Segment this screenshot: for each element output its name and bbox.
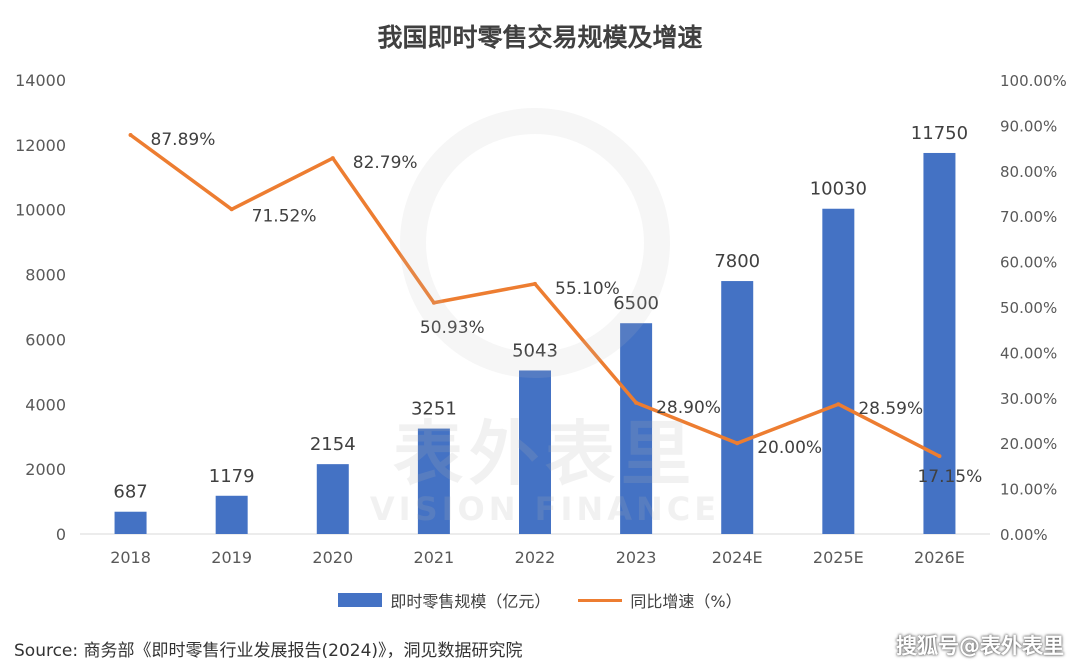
growth-rate-point	[735, 441, 740, 446]
x-tick-label: 2023	[616, 548, 657, 567]
legend-swatch-line	[578, 598, 623, 602]
bar	[923, 152, 956, 534]
growth-rate-label: 87.89%	[151, 130, 216, 150]
growth-rate-point	[128, 132, 133, 137]
growth-rate-point	[836, 402, 841, 407]
growth-rate-label: 28.90%	[656, 398, 721, 418]
bar	[620, 323, 653, 534]
growth-rate-point	[937, 454, 942, 459]
bar	[114, 511, 147, 534]
y-left-tick-label: 0	[56, 525, 66, 544]
bar	[822, 208, 855, 534]
bar	[417, 428, 450, 534]
growth-rate-point	[634, 400, 639, 405]
y-left-tick-label: 10000	[15, 201, 66, 220]
y-right-tick-label: 50.00%	[1000, 299, 1057, 317]
growth-rate-label: 20.00%	[757, 438, 822, 458]
bar-value-label: 1179	[209, 466, 255, 487]
growth-rate-point	[533, 281, 537, 286]
growth-rate-label: 17.15%	[917, 467, 982, 487]
chart-legend: 即时零售规模（亿元） 同比增速（%）	[0, 588, 1080, 612]
growth-rate-point	[330, 156, 335, 161]
y-left-tick-label: 8000	[25, 266, 66, 285]
bar-value-label: 6500	[613, 293, 659, 314]
bar-value-label: 10030	[810, 179, 867, 200]
bar	[519, 370, 551, 534]
legend-item-line: 同比增速（%）	[578, 588, 742, 612]
chart-title: 我国即时零售交易规模及增速	[377, 23, 703, 52]
growth-rate-point	[431, 300, 436, 305]
growth-rate-point	[229, 207, 234, 212]
x-tick-label: 2022	[515, 548, 556, 567]
y-right-tick-label: 40.00%	[1000, 344, 1057, 362]
y-left-tick-label: 6000	[25, 330, 66, 349]
y-right-tick-label: 10.00%	[1000, 481, 1057, 499]
x-tick-label: 2018	[110, 548, 151, 567]
y-left-tick-label: 14000	[15, 71, 66, 90]
bar	[316, 464, 349, 534]
y-right-tick-label: 0.00%	[1000, 526, 1048, 544]
bar-value-label: 2154	[310, 434, 356, 455]
legend-item-bar: 即时零售规模（亿元）	[338, 588, 550, 612]
growth-rate-label: 71.52%	[252, 206, 317, 226]
x-tick-label: 2020	[312, 548, 353, 567]
x-tick-label: 2026E	[914, 548, 965, 567]
bar-value-label: 7800	[714, 251, 760, 272]
source-note: Source: 商务部《即时零售行业发展报告(2024)》，洞见数据研究院	[14, 641, 523, 661]
x-tick-label: 2024E	[712, 548, 763, 567]
y-right-tick-label: 100.00%	[1000, 72, 1067, 90]
x-tick-label: 2019	[211, 548, 252, 567]
bar-value-label: 11750	[911, 123, 968, 144]
y-left-tick-label: 4000	[25, 395, 66, 414]
growth-rate-label: 82.79%	[353, 153, 418, 173]
legend-swatch-bar	[338, 593, 383, 607]
legend-label-line: 同比增速（%）	[630, 592, 742, 611]
x-tick-label: 2021	[414, 548, 455, 567]
y-right-tick-label: 80.00%	[1000, 163, 1057, 181]
y-right-tick-label: 90.00%	[1000, 117, 1057, 135]
bar	[215, 495, 248, 534]
y-right-tick-label: 70.00%	[1000, 208, 1057, 226]
bar-value-label: 5043	[512, 340, 558, 361]
growth-rate-label: 50.93%	[420, 318, 485, 338]
legend-label-bar: 即时零售规模（亿元）	[390, 592, 551, 611]
y-right-tick-label: 20.00%	[1000, 435, 1057, 453]
bar-value-label: 687	[113, 482, 147, 503]
y-right-tick-label: 60.00%	[1000, 254, 1057, 272]
y-right-tick-label: 30.00%	[1000, 390, 1057, 408]
x-tick-label: 2025E	[813, 548, 864, 567]
credit-watermark: 搜狐号@表外表里	[896, 634, 1064, 658]
bar-value-label: 3251	[411, 399, 457, 420]
y-left-tick-label: 2000	[25, 460, 66, 479]
bar	[721, 281, 754, 534]
growth-rate-label: 28.59%	[858, 399, 923, 419]
growth-rate-label: 55.10%	[555, 279, 620, 299]
y-left-tick-label: 12000	[15, 136, 66, 155]
